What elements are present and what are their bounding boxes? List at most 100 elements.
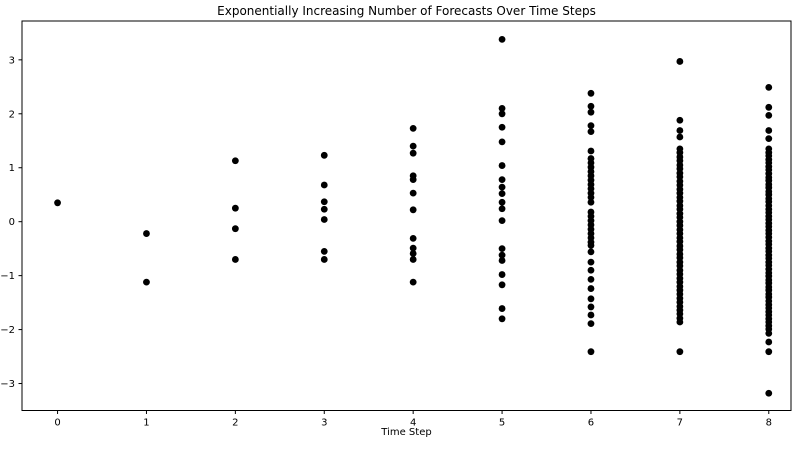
scatter-point [498,104,506,112]
scatter-point [498,110,506,118]
scatter-point [498,190,506,198]
scatter-point [587,303,595,311]
scatter-point [498,217,506,225]
scatter-point [765,329,773,337]
scatter-point [676,116,684,124]
scatter-point [765,112,773,119]
scatter-point [676,58,684,65]
y-tick-label: −1 [0,271,15,282]
scatter-point [143,278,150,286]
y-tick-label: 1 [9,163,15,174]
scatter-point [409,149,417,157]
scatter-point [143,230,150,237]
scatter-point [498,198,506,206]
scatter-point [587,242,595,249]
scatter-point [587,248,595,256]
scatter-point [676,348,684,356]
scatter-point [765,127,773,134]
scatter-point [231,225,239,233]
scatter-point [498,138,506,146]
scatter-point [54,199,61,207]
scatter-point [409,235,417,242]
scatter-point [498,176,506,184]
plot-frame [21,20,792,411]
scatter-point [587,108,595,116]
scatter-point [587,89,595,97]
x-tick-label: 8 [766,418,772,429]
scatter-point [587,102,595,110]
scatter-point [320,247,328,255]
x-axis-ticks: 0 1 2 3 4 5 6 7 8 [54,410,772,429]
x-axis-label: Time Step [381,427,432,438]
scatter-point [498,245,506,253]
scatter-point [409,244,417,252]
scatter-point [498,251,506,259]
x-tick-label: 0 [54,418,60,429]
scatter-point [676,127,684,134]
x-tick-label: 1 [143,418,149,429]
scatter-point [765,135,773,143]
scatter-point [765,348,773,356]
scatter-point [320,181,328,189]
scatter-point [409,278,417,286]
scatter-point [498,315,506,323]
scatter-point [498,205,506,213]
scatter-points [54,35,773,397]
scatter-point [409,206,417,214]
x-tick-label: 4 [410,418,416,429]
scatter-point [587,147,595,155]
scatter-point [765,103,773,111]
chart-title: Exponentially Increasing Number of Forec… [217,4,596,18]
scatter-point [587,194,595,201]
scatter-point [587,276,595,283]
scatter-point [587,122,595,130]
y-tick-label: 0 [9,217,15,228]
x-tick-label: 3 [321,418,327,429]
y-tick-label: −2 [0,325,15,336]
scatter-point [409,250,417,257]
x-tick-label: 6 [588,418,594,429]
y-tick-label: 2 [9,109,15,120]
x-tick-label: 5 [499,418,505,429]
scatter-point [587,295,595,303]
scatter-point [409,189,417,197]
scatter-point [498,305,506,312]
scatter-point [409,124,417,132]
scatter-point [587,128,595,135]
x-tick-label: 7 [677,418,683,429]
scatter-point [320,256,328,263]
scatter-point [409,256,417,263]
scatter-point [498,35,506,43]
scatter-point [498,257,506,264]
scatter-point [765,389,773,397]
scatter-point [320,205,328,213]
scatter-point [231,157,239,165]
scatter-point [587,320,595,328]
scatter-point [498,281,506,289]
scatter-point [587,348,595,356]
scatter-point [231,204,239,212]
y-tick-label: 3 [9,55,15,66]
scatter-point [498,183,506,191]
scatter-point [587,266,595,274]
scatter-point [231,256,239,263]
scatter-point [498,162,506,169]
scatter-point [498,123,506,131]
scatter-point [498,271,506,278]
scatter-point [320,216,328,223]
scatter-point [409,142,417,150]
y-tick-label: −3 [0,379,15,390]
scatter-point [765,338,773,346]
scatter-point [676,318,684,326]
scatter-point [587,311,595,319]
scatter-point [320,198,328,206]
scatter-point [587,285,595,292]
scatter-point [676,133,684,141]
scatter-point [409,176,417,184]
scatter-point [765,83,773,91]
scatter-point [320,151,328,159]
y-axis-ticks: −3 −2 −1 0 1 2 3 [0,55,22,390]
scatter-point [587,258,595,266]
